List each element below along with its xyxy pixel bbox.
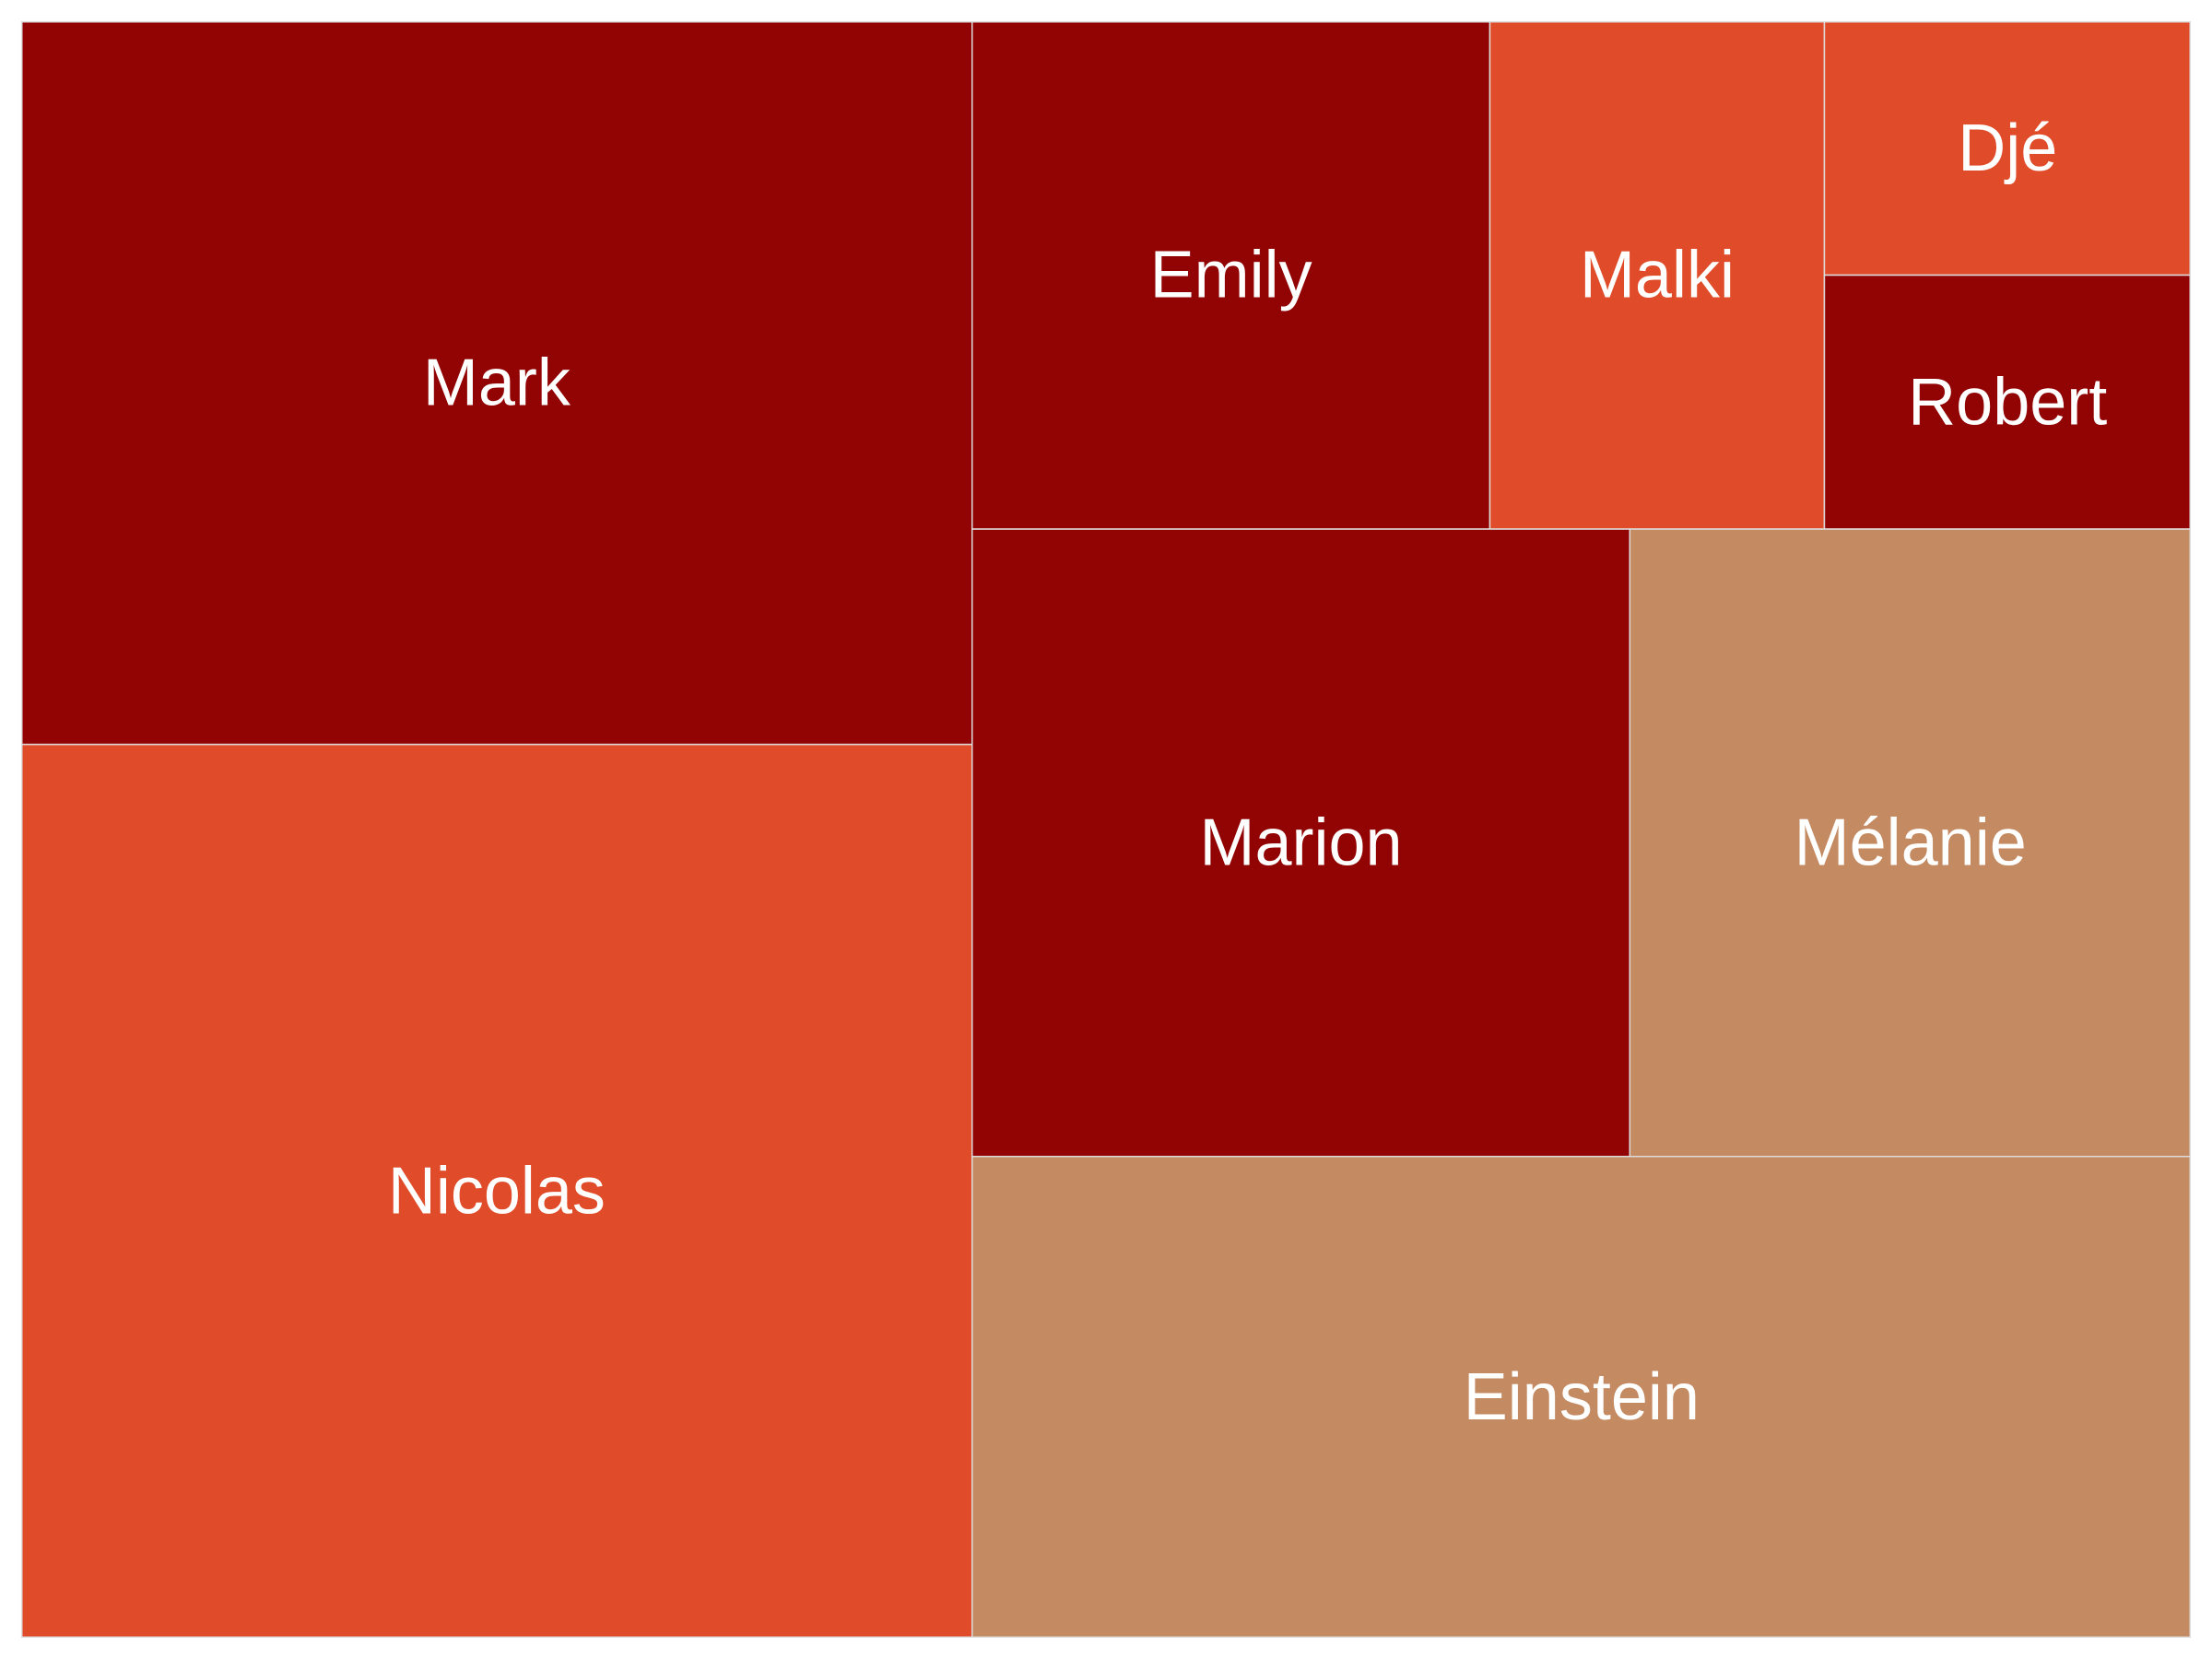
tile-rect-dje (1823, 21, 2191, 276)
treemap-svg: Mark Nicolas Emily Malki Djé Robert Marion Méla… (21, 21, 2191, 1638)
tile-label-malki: Malki (1580, 239, 1735, 312)
tile-rect-einstein (971, 1156, 2191, 1638)
tile-label-dje: Djé (1958, 112, 2057, 185)
tile-label-melanie: Mélanie (1794, 806, 2027, 879)
tile-label-robert: Robert (1908, 365, 2107, 439)
tile-nicolas: Nicolas (21, 743, 973, 1638)
tile-rect-melanie (1629, 528, 2191, 1158)
tile-rect-malki (1488, 21, 1826, 530)
tile-rect-nicolas (21, 743, 973, 1638)
tile-label-emily: Emily (1150, 239, 1312, 312)
tile-label-einstein: Einstein (1464, 1360, 1700, 1434)
tile-label-marion: Marion (1200, 806, 1403, 879)
tile-rect-mark (21, 21, 973, 746)
tile-label-mark: Mark (423, 346, 571, 419)
tile-melanie: Mélanie (1629, 528, 2191, 1158)
tile-malki: Malki (1488, 21, 1826, 530)
tile-emily: Emily (971, 21, 1491, 530)
treemap-border (21, 21, 2191, 1638)
tile-mark: Mark (21, 21, 973, 746)
tile-einstein: Einstein (971, 1156, 2191, 1638)
tile-rect-marion (971, 528, 1631, 1158)
tile-marion: Marion (971, 528, 1631, 1158)
treemap-chart: Mark Nicolas Emily Malki Djé Robert Marion Méla… (21, 21, 2191, 1638)
tile-label-nicolas: Nicolas (388, 1154, 606, 1228)
tile-dje: Djé (1823, 21, 2191, 276)
tile-robert: Robert (1823, 274, 2191, 530)
